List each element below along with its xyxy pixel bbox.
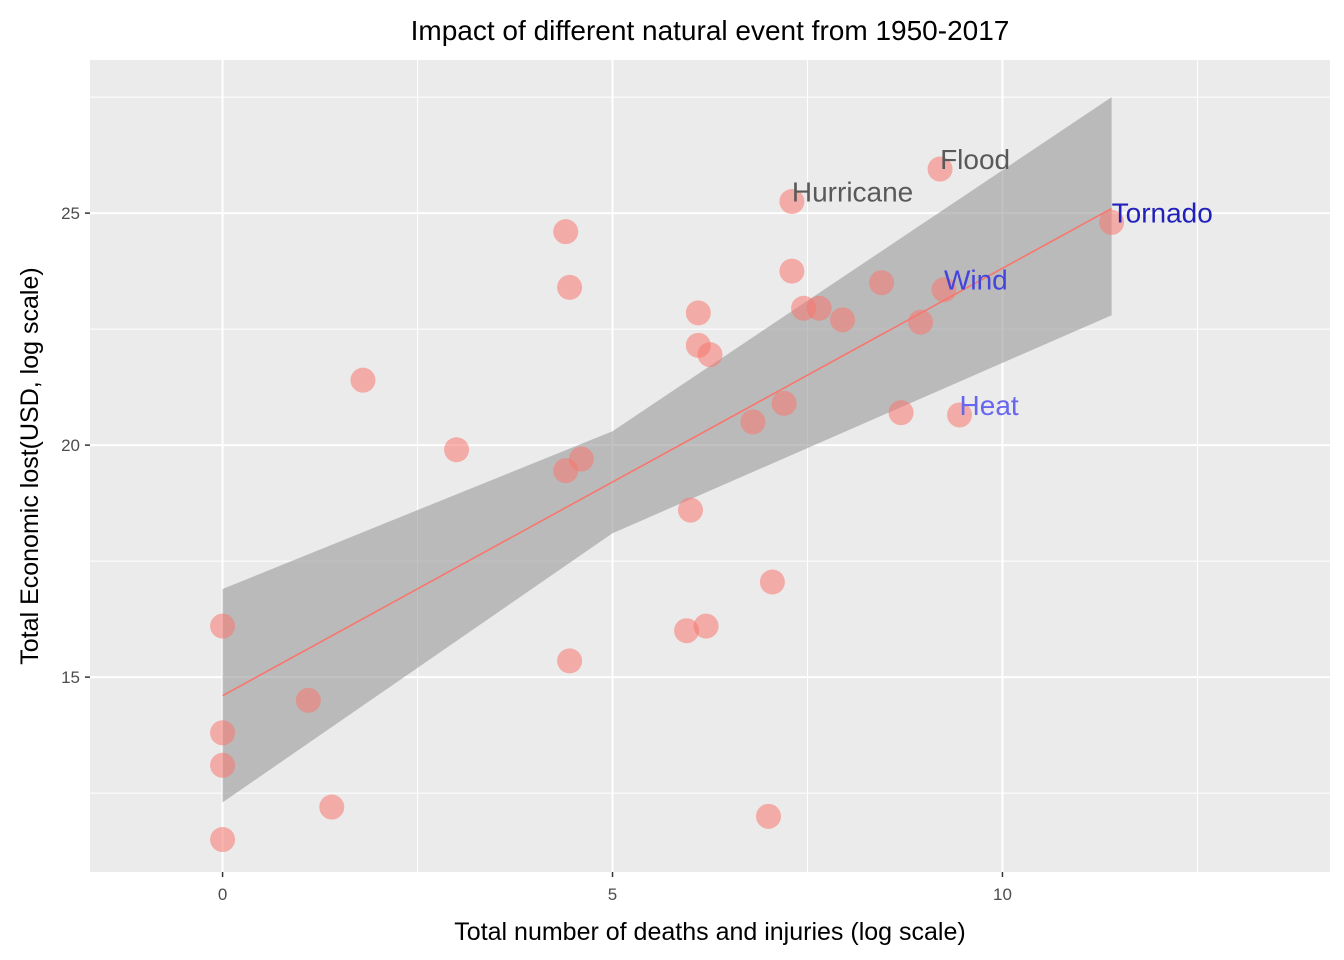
point-annotations: Flood Hurricane Tornado Wind Heat [792,144,1213,421]
data-point [557,274,583,300]
point-annotation: Flood [940,144,1010,175]
x-tick-label: 10 [993,885,1012,904]
data-point [350,367,376,393]
x-axis-title: Total number of deaths and injuries (log… [454,918,965,946]
data-point [779,189,805,215]
data-point [830,307,856,333]
point-annotation: Heat [960,390,1019,421]
y-axis-ticks: 15 20 25 [61,204,90,687]
y-tick-label: 20 [61,436,80,455]
data-point [210,752,236,778]
data-point [947,402,973,428]
data-point [210,720,236,746]
y-tick-label: 15 [61,668,80,687]
point-annotation: Wind [944,265,1008,296]
x-tick-label: 5 [608,885,617,904]
data-point [444,437,470,463]
data-point [210,827,236,853]
data-point [553,219,579,245]
y-tick-label: 25 [61,204,80,223]
data-point [685,300,711,326]
data-point [869,270,895,296]
data-point [557,648,583,674]
data-point [888,400,914,426]
data-point [755,803,781,829]
data-point [295,687,321,713]
data-point [678,497,704,523]
chart-title: Impact of different natural event from 1… [411,15,1010,46]
x-tick-label: 0 [218,885,227,904]
data-point [771,390,797,416]
data-point [568,446,594,472]
minor-grid [90,60,1330,872]
y-axis-title: Total Economic lost(USD, log scale) [16,267,44,664]
data-point [759,569,785,595]
trend-line [222,207,1113,697]
data-point [697,342,723,368]
data-point [908,309,934,335]
data-point [806,295,832,321]
point-annotation: Tornado [1112,197,1213,228]
data-point [1099,209,1125,235]
data-point [693,613,719,639]
data-point [210,613,236,639]
data-point [931,277,957,303]
data-points [210,156,1125,853]
data-point [319,794,345,820]
data-point [927,156,953,182]
x-axis-ticks: 0 5 10 [218,872,1012,904]
data-point [779,258,805,284]
data-point [740,409,766,435]
data-point [674,618,700,644]
point-annotation: Hurricane [792,177,913,208]
